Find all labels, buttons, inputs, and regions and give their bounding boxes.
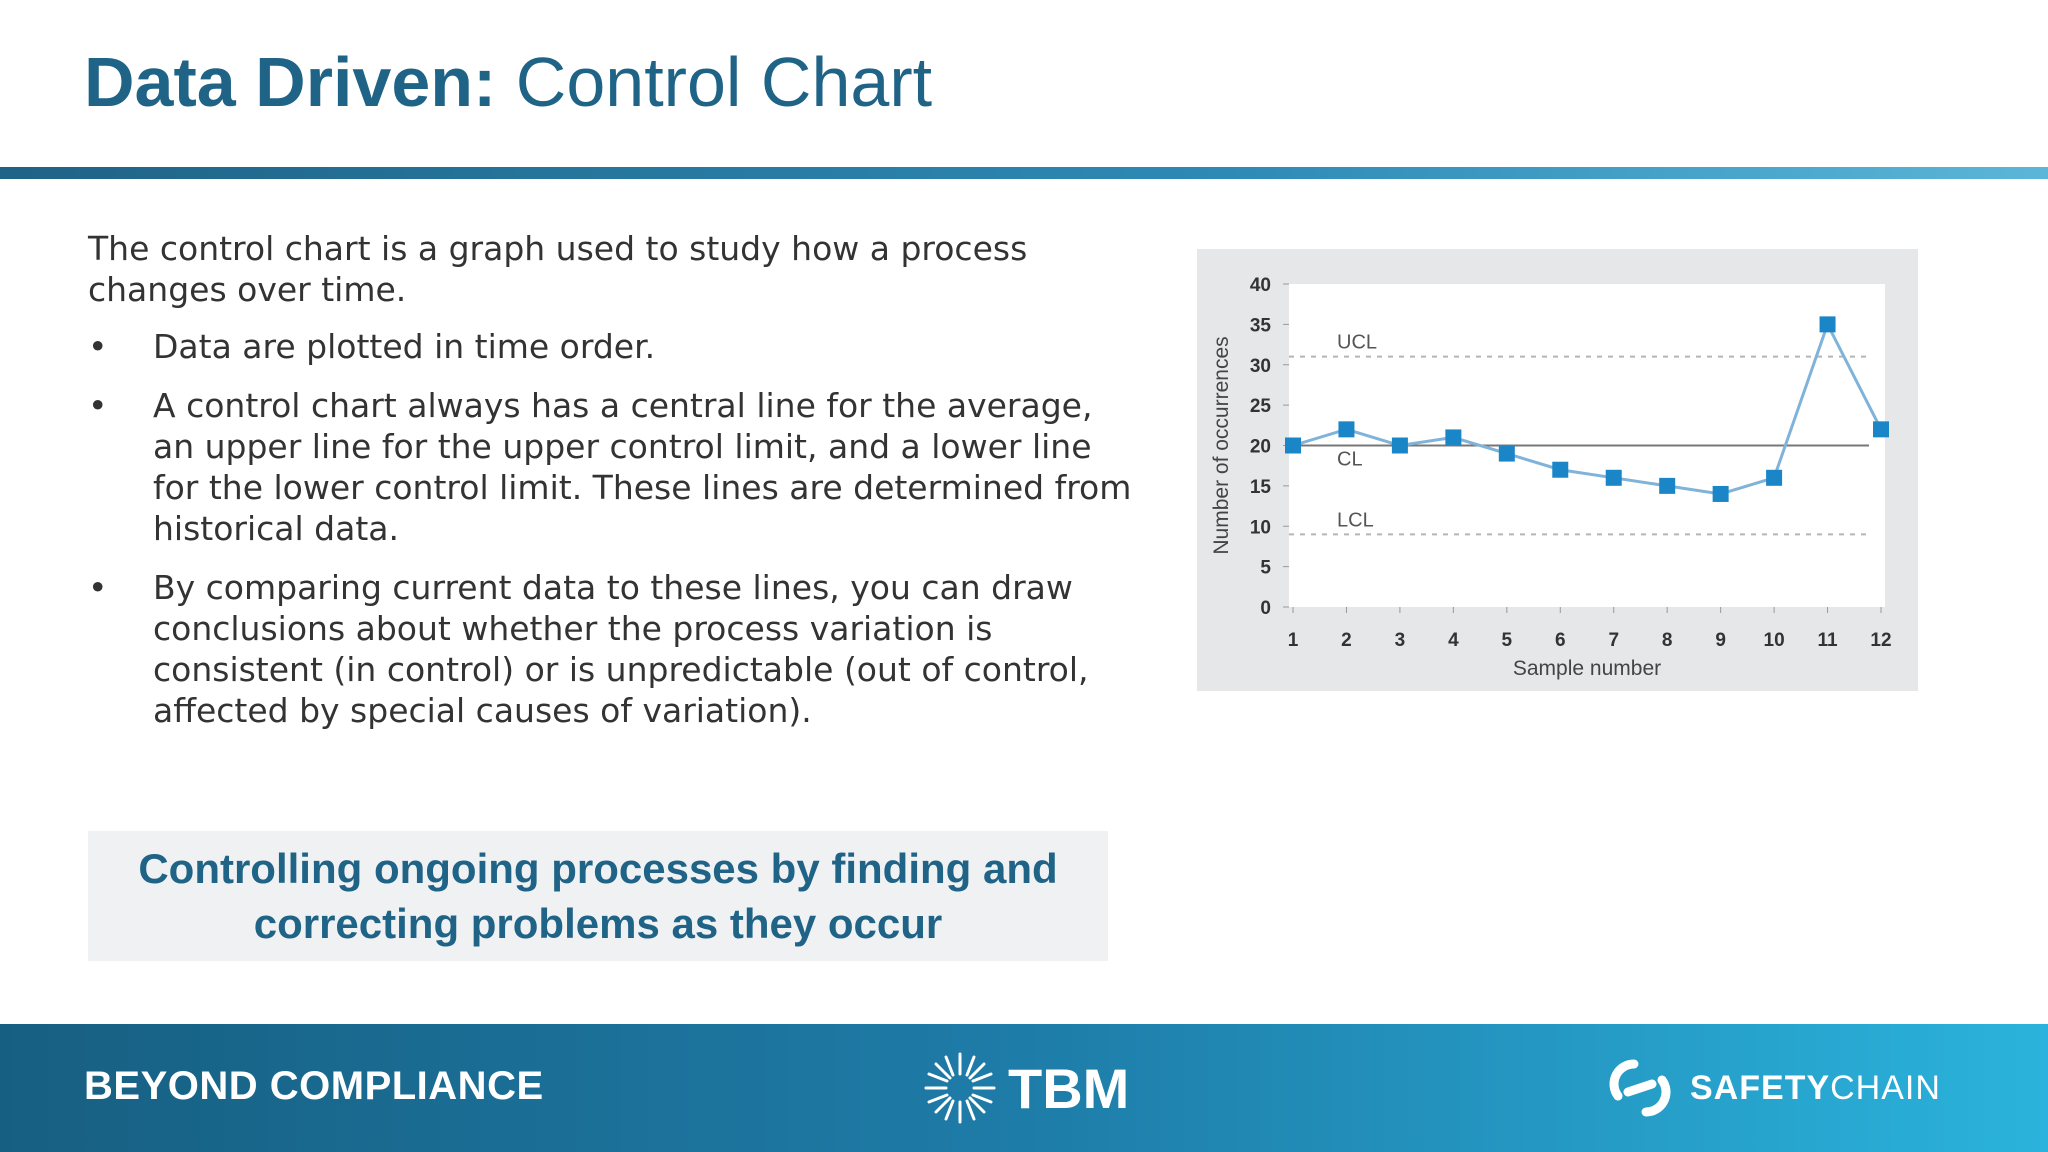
y-axis-label: Number of occurrences bbox=[1210, 336, 1233, 554]
control-chart: 0 5 10 15 20 25 30 35 40 1 2 3 4 5 6 7 8 9 10 11 12 Sample nu… bbox=[1197, 249, 1918, 691]
data-point bbox=[1285, 437, 1301, 454]
bullet-item: • By comparing current data to these lin… bbox=[88, 567, 1138, 731]
title-divider bbox=[0, 167, 2048, 179]
footer-bar: BEYOND COMPLIANCE TBM bbox=[0, 1024, 2048, 1152]
data-point bbox=[1659, 477, 1676, 494]
data-point bbox=[1391, 437, 1408, 454]
footer-tagline: BEYOND COMPLIANCE bbox=[84, 1064, 544, 1108]
y-tick-label: 40 bbox=[1250, 275, 1271, 296]
x-tick-label: 2 bbox=[1341, 630, 1352, 651]
callout-box: Controlling ongoing processes by finding… bbox=[88, 831, 1108, 961]
intro-paragraph: The control chart is a graph used to stu… bbox=[88, 229, 1028, 309]
bullet-icon: • bbox=[88, 327, 108, 366]
tbm-logo: TBM bbox=[922, 1046, 1129, 1130]
y-tick-label: 10 bbox=[1250, 517, 1271, 538]
bullet-text: By comparing current data to these lines… bbox=[153, 568, 1089, 730]
safetychain-logo-text: SAFETYCHAIN bbox=[1690, 1069, 1941, 1108]
title-rest: Control Chart bbox=[515, 43, 933, 121]
safetychain-text-b: CHAIN bbox=[1830, 1068, 1941, 1107]
bullet-text: A control chart always has a central lin… bbox=[153, 386, 1132, 548]
x-tick-label: 1 bbox=[1288, 630, 1299, 651]
data-point bbox=[1552, 461, 1569, 478]
title-bold: Data Driven: bbox=[84, 43, 497, 121]
data-point bbox=[1498, 445, 1515, 462]
data-point bbox=[1873, 421, 1889, 438]
data-point bbox=[1445, 429, 1462, 446]
safetychain-logo: SAFETYCHAIN bbox=[1604, 1050, 1941, 1126]
data-point bbox=[1605, 469, 1622, 486]
data-point bbox=[1819, 316, 1836, 333]
page-title: Data Driven: Control Chart bbox=[84, 42, 932, 122]
data-point bbox=[1712, 485, 1729, 502]
bullet-item: • Data are plotted in time order. bbox=[88, 326, 1138, 367]
bullet-icon: • bbox=[88, 568, 108, 607]
bullet-icon: • bbox=[88, 386, 108, 425]
starburst-icon bbox=[924, 1052, 996, 1124]
series-line bbox=[1292, 320, 1883, 496]
callout-text: Controlling ongoing processes by finding… bbox=[138, 845, 1058, 947]
tbm-logo-text: TBM bbox=[1008, 1056, 1130, 1120]
x-tick-label: 11 bbox=[1817, 630, 1838, 651]
bullet-item: • A control chart always has a central l… bbox=[88, 385, 1138, 549]
y-tick-label: 25 bbox=[1250, 396, 1272, 417]
y-tick-label: 30 bbox=[1250, 356, 1271, 377]
x-tick-label: 6 bbox=[1555, 630, 1566, 651]
x-tick-label: 8 bbox=[1662, 630, 1673, 651]
control-line-label-lcl: LCL bbox=[1337, 509, 1374, 531]
x-tick-label: 12 bbox=[1870, 630, 1891, 651]
data-point bbox=[1338, 421, 1355, 438]
x-tick-label: 4 bbox=[1448, 630, 1459, 651]
x-tick-label: 7 bbox=[1608, 630, 1619, 651]
control-line-label-cl: CL bbox=[1337, 449, 1363, 471]
y-tick-label: 0 bbox=[1260, 598, 1271, 619]
x-axis-label: Sample number bbox=[1513, 657, 1661, 680]
x-tick-label: 10 bbox=[1764, 630, 1785, 651]
x-tick-label: 5 bbox=[1502, 630, 1513, 651]
safetychain-text-a: SAFETY bbox=[1690, 1068, 1831, 1107]
control-line-label-ucl: UCL bbox=[1337, 332, 1377, 354]
y-tick-label: 5 bbox=[1260, 558, 1271, 579]
data-point bbox=[1766, 469, 1783, 486]
x-tick-label: 9 bbox=[1715, 630, 1726, 651]
bullet-list: • Data are plotted in time order. • A co… bbox=[88, 326, 1138, 731]
bullet-text: Data are plotted in time order. bbox=[153, 327, 656, 366]
body-text: The control chart is a graph used to stu… bbox=[88, 228, 1138, 749]
chain-link-icon bbox=[1609, 1059, 1671, 1117]
y-tick-label: 35 bbox=[1250, 315, 1272, 336]
x-tick-label: 3 bbox=[1395, 630, 1406, 651]
y-tick-label: 15 bbox=[1250, 477, 1272, 498]
y-tick-label: 20 bbox=[1250, 437, 1271, 458]
